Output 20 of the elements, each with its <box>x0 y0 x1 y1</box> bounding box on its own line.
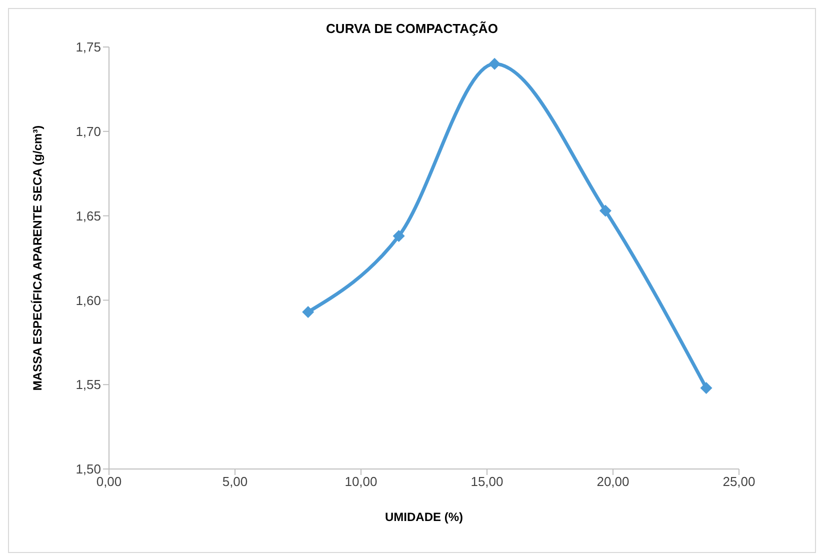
y-tick-label: 1,65 <box>76 208 101 224</box>
y-tick-label: 1,55 <box>76 377 101 392</box>
chart-title: CURVA DE COMPACTAÇÃO <box>325 21 499 36</box>
y-tick-label: 1,50 <box>76 462 101 477</box>
point <box>392 230 405 242</box>
y-tick-label: 1,60 <box>76 292 101 308</box>
point <box>599 204 612 217</box>
point <box>700 382 712 394</box>
x-tick-label: 20,00 <box>596 474 630 490</box>
x-axis-title: UMIDADE (%) <box>385 510 463 524</box>
point <box>488 58 501 70</box>
y-tick-label: 1,75 <box>76 40 101 55</box>
x-tick-label: 10,00 <box>344 474 378 490</box>
y-tick-label: 1,70 <box>76 124 101 140</box>
point <box>302 306 314 318</box>
y-axis-title: MASSA ESPECÍFICA APARENTE SECA (g/cm³) <box>30 125 44 391</box>
x-tick-label: 15,00 <box>470 474 504 490</box>
x-tick-label: 0,00 <box>96 474 122 490</box>
x-tick-label: 5,00 <box>222 474 248 490</box>
x-tick-label: 25,00 <box>722 474 756 490</box>
